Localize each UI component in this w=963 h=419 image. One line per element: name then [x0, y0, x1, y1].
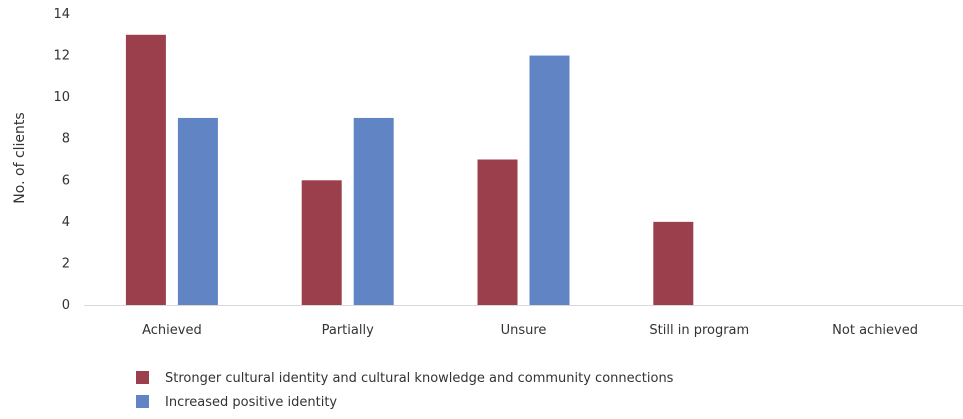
bar-partially-series-1 — [301, 180, 342, 305]
x-category-label: Achieved — [142, 323, 202, 338]
legend-swatch — [136, 371, 149, 384]
y-tick-label: 4 — [62, 215, 70, 230]
y-tick-label: 6 — [62, 173, 70, 188]
legend-label: Increased positive identity — [165, 395, 337, 410]
y-tick-label: 8 — [62, 132, 70, 147]
y-tick-label: 14 — [53, 7, 70, 22]
y-tick-label: 2 — [62, 256, 70, 271]
y-tick-label: 10 — [53, 90, 70, 105]
legend-swatch — [136, 395, 149, 408]
bar-achieved-series-2 — [177, 117, 218, 305]
bar-unsure-series-1 — [477, 159, 518, 305]
x-category-label: Unsure — [501, 323, 547, 338]
x-category-label: Partially — [322, 323, 374, 338]
bar-partially-series-2 — [353, 117, 394, 305]
legend-label: Stronger cultural identity and cultural … — [165, 371, 674, 386]
bar-unsure-series-2 — [529, 55, 570, 306]
x-category-label: Still in program — [649, 323, 749, 338]
bar-still-in-program-series-1 — [653, 221, 694, 305]
bar-achieved-series-1 — [125, 34, 166, 306]
x-category-label: Not achieved — [832, 323, 918, 338]
y-axis-title: No. of clients — [12, 112, 28, 203]
legend: Stronger cultural identity and cultural … — [136, 371, 674, 410]
category-labels: Achieved Partially Unsure Still in program N… — [142, 323, 918, 338]
bars-group — [125, 34, 694, 306]
y-tick-label: 12 — [53, 49, 70, 64]
y-axis-ticks: 0 2 4 6 8 10 12 14 — [53, 7, 70, 313]
y-tick-label: 0 — [62, 298, 70, 313]
